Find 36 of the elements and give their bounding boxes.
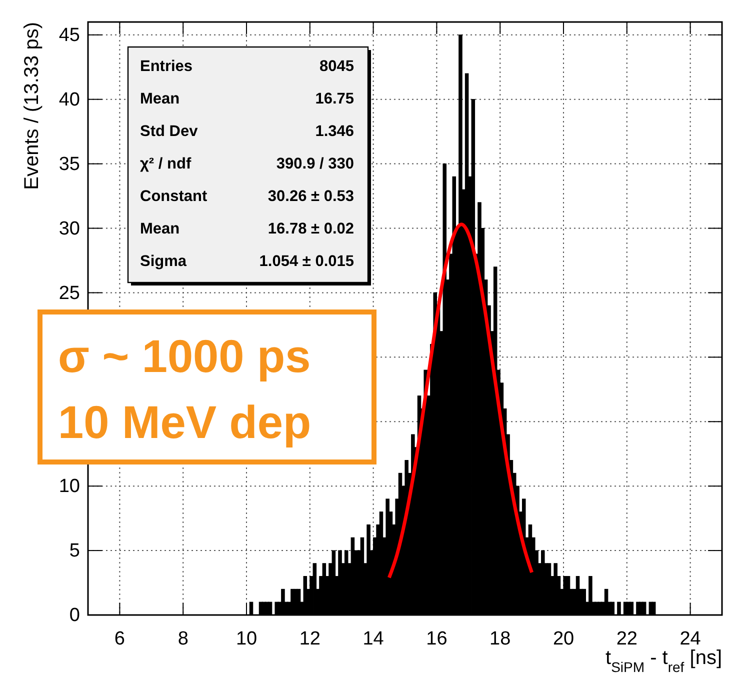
annotation: 10 MeV dep — [58, 396, 312, 448]
annotation: 8045 — [320, 58, 354, 75]
x-axis-title: t$_{SiPM}$ - t$_{ref}$ [ns] — [606, 647, 722, 673]
annotation: Mean — [140, 90, 180, 108]
y-tick-label: 35 — [58, 154, 80, 175]
annotation: Constant — [140, 188, 208, 205]
x-tick-label: 20 — [552, 628, 574, 650]
x-tick-label: 16 — [426, 628, 448, 650]
annotation: 16.78 ± 0.02 — [268, 220, 354, 238]
y-tick-label: 0 — [69, 605, 80, 626]
x-tick-label: 10 — [236, 628, 258, 650]
x-tick-label: 14 — [362, 628, 384, 650]
annotation: 1.346 — [315, 123, 354, 140]
annotation: σ ~ 1000 ps — [58, 330, 311, 382]
y-tick-label: 45 — [58, 24, 80, 46]
x-tick-label: 6 — [114, 628, 125, 650]
x-tick-label: 8 — [178, 628, 188, 650]
annotation: Entries — [140, 58, 193, 75]
annotation: χ² / ndf — [140, 156, 192, 172]
x-tick-label: 22 — [616, 628, 638, 650]
x-tick-label: 24 — [680, 628, 702, 650]
y-tick-label: 5 — [69, 540, 80, 562]
y-tick-label: 10 — [58, 476, 80, 498]
annotation: 30.26 ± 0.53 — [268, 188, 354, 205]
annotation: Sigma — [140, 253, 187, 270]
annotation: Std Dev — [140, 123, 198, 140]
y-axis-title: Events / (13.33 ps) — [21, 22, 43, 190]
annotation: Mean — [140, 220, 180, 238]
x-tick-label: 12 — [299, 628, 320, 650]
annotation: 390.9 / 330 — [276, 156, 354, 172]
x-tick-label: 18 — [490, 628, 511, 650]
annotation: 16.75 — [315, 90, 354, 108]
annotation: 1.054 ± 0.015 — [259, 253, 354, 270]
y-tick-label: 40 — [58, 89, 80, 110]
y-tick-label: 25 — [58, 282, 80, 304]
y-tick-label: 30 — [58, 218, 80, 240]
